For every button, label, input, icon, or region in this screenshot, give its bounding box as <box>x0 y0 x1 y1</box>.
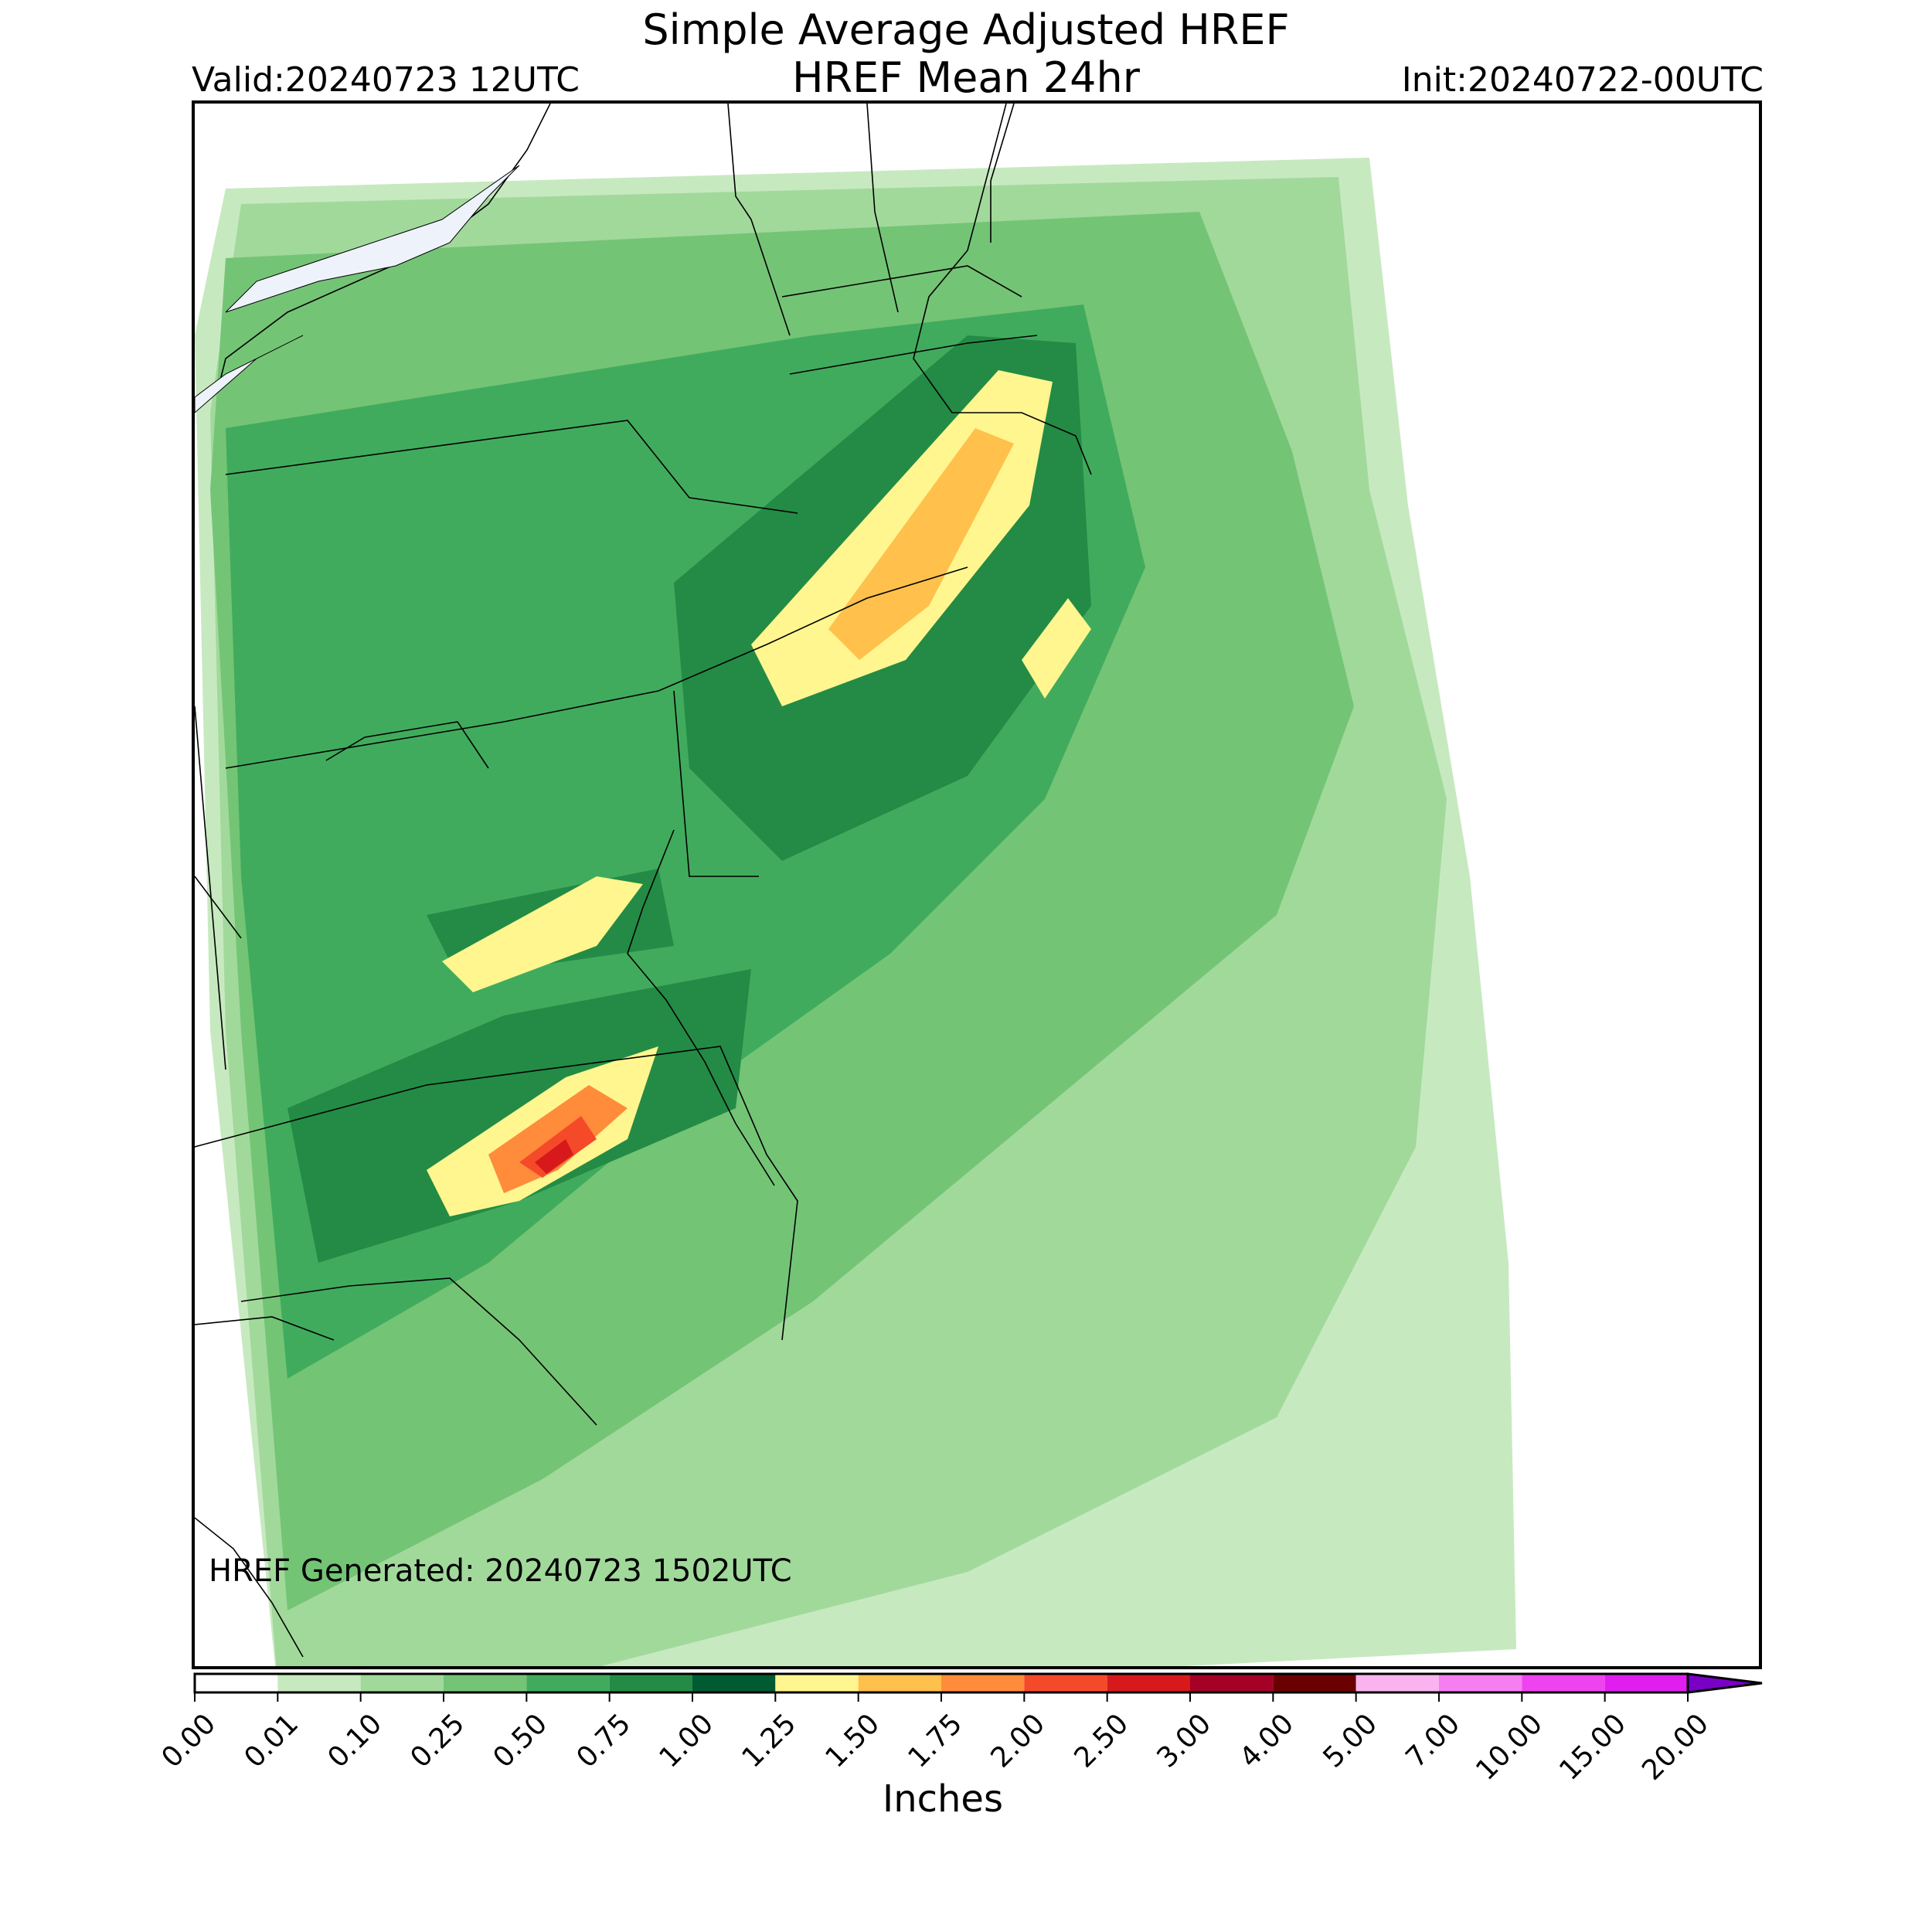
colorbar-extend-arrow <box>1686 1672 1763 1694</box>
precipitation-map <box>195 104 1516 1666</box>
colorbar-tick-label: 15.00 <box>1553 1708 1632 1787</box>
colorbar-tick-label: 0.50 <box>487 1708 554 1774</box>
colorbar-label: Inches <box>883 1777 1003 1821</box>
colorbar-segment <box>1107 1674 1190 1692</box>
colorbar-segment <box>277 1674 361 1692</box>
colorbar-segment <box>775 1674 859 1692</box>
precip-core-200 <box>535 1139 573 1174</box>
colorbar-tick-label: 0.10 <box>321 1708 388 1774</box>
colorbar-tick-label: 0.25 <box>404 1708 471 1774</box>
colorbar-tick-label: 20.00 <box>1636 1708 1715 1787</box>
colorbar-segment <box>858 1674 941 1692</box>
colorbar-segment <box>609 1674 692 1692</box>
valid-time: Valid:20240723 12UTC <box>192 60 580 100</box>
colorbar-segment <box>195 1674 278 1692</box>
colorbar-tick-label: 4.00 <box>1233 1708 1301 1774</box>
colorbar-tick-label: 1.25 <box>736 1708 803 1774</box>
colorbar-segment <box>941 1674 1025 1692</box>
colorbar-segment <box>1522 1674 1605 1692</box>
colorbar-tick-label: 2.00 <box>985 1708 1052 1774</box>
colorbar-tick-label: 1.00 <box>653 1708 719 1774</box>
generated-timestamp: HREF Generated: 20240723 1502UTC <box>209 1553 792 1589</box>
colorbar-tick-label: 5.00 <box>1316 1708 1383 1774</box>
colorbar-segment <box>1190 1674 1274 1692</box>
chart-title-line1: Simple Average Adjusted HREF <box>642 5 1290 54</box>
colorbar-tick-label: 0.01 <box>238 1708 305 1774</box>
colorbar-tick-label: 0.00 <box>155 1708 222 1774</box>
colorbar-tick-label: 2.50 <box>1067 1708 1134 1774</box>
colorbar-tick-label: 3.00 <box>1151 1708 1217 1774</box>
precip-core-100-d <box>1022 598 1091 699</box>
colorbar-segment <box>1604 1674 1688 1692</box>
precip-core-125 <box>828 428 1014 660</box>
colorbar-segment <box>526 1674 610 1692</box>
chart-title-line2: HREF Mean 24hr <box>792 53 1140 102</box>
colorbar-segment <box>444 1674 527 1692</box>
lake-ontario <box>225 165 520 313</box>
colorbar-tick-label: 7.00 <box>1400 1708 1466 1774</box>
colorbar-segment <box>1439 1674 1522 1692</box>
colorbar-tick-label: 1.50 <box>818 1708 886 1774</box>
map-panel <box>192 100 1762 1669</box>
map-boundaries <box>195 104 1092 1658</box>
colorbar-tick-label: 0.75 <box>570 1708 637 1774</box>
colorbar-segment <box>1355 1674 1439 1692</box>
colorbar-segment <box>1273 1674 1356 1692</box>
colorbar <box>193 1672 1763 1702</box>
precip-core-100-b <box>442 876 643 992</box>
colorbar-segment <box>360 1674 444 1692</box>
colorbar-segment <box>692 1674 776 1692</box>
lake-erie <box>195 335 304 413</box>
colorbar-tick-label: 1.75 <box>902 1708 968 1774</box>
colorbar-tick-label: 10.00 <box>1470 1708 1549 1787</box>
init-time: Init:20240722-00UTC <box>1401 60 1764 100</box>
colorbar-segment <box>1024 1674 1107 1692</box>
